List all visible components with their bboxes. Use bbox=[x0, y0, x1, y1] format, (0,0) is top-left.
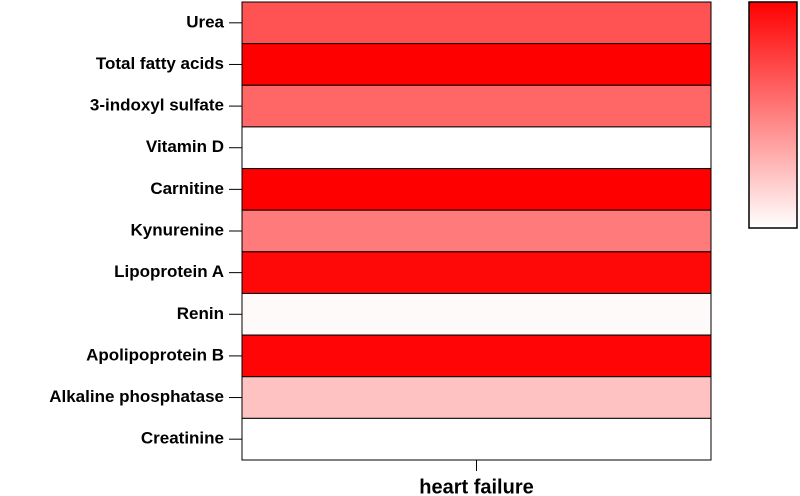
heatmap-cell bbox=[241, 251, 712, 294]
colorbar bbox=[748, 1, 798, 229]
heatmap-cell bbox=[241, 292, 712, 336]
heatmap-cell bbox=[241, 168, 712, 211]
y-tick-label: Creatinine bbox=[141, 429, 224, 448]
y-tick-label: Vitamin D bbox=[146, 137, 224, 156]
heatmap-cell bbox=[241, 43, 712, 86]
y-tick-label: Carnitine bbox=[150, 179, 224, 198]
heatmap-cell bbox=[241, 417, 712, 461]
heatmap-cell bbox=[241, 376, 712, 419]
heatmap-cell bbox=[241, 126, 712, 170]
heatmap-cell bbox=[241, 209, 712, 253]
heatmap-cell bbox=[241, 84, 712, 128]
x-tick-label: heart failure bbox=[419, 476, 533, 496]
y-tick-label: Lipoprotein A bbox=[114, 262, 224, 281]
heatmap-cell bbox=[241, 1, 712, 45]
y-tick-label: Alkaline phosphatase bbox=[49, 387, 224, 406]
y-tick-label: Renin bbox=[177, 304, 224, 323]
y-tick-label: Apolipoprotein B bbox=[86, 345, 224, 364]
heatmap-cell bbox=[241, 334, 712, 378]
y-tick-label: Urea bbox=[186, 12, 224, 31]
y-tick-label: Total fatty acids bbox=[96, 54, 224, 73]
y-tick-label: Kynurenine bbox=[130, 220, 224, 239]
y-tick-label: 3-indoxyl sulfate bbox=[90, 96, 224, 115]
